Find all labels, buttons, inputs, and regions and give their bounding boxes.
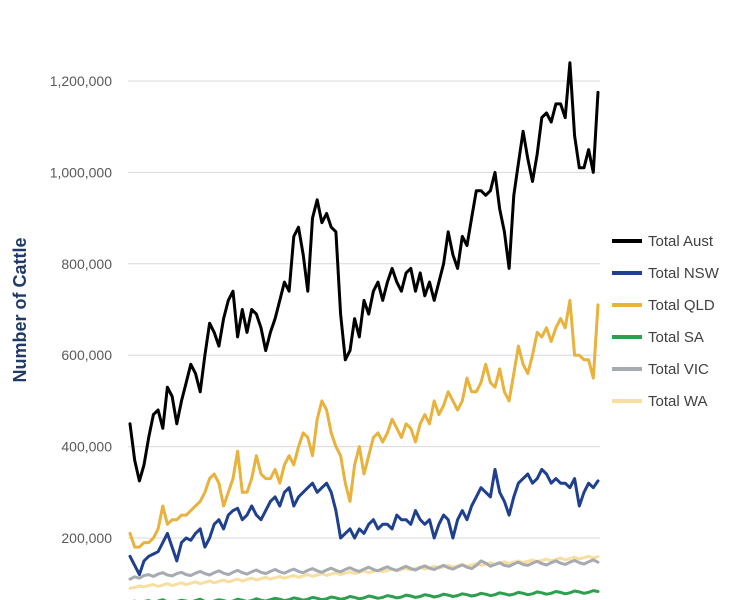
series-line-total-vic [128,558,600,581]
y-tick-label: 600,000 [61,347,112,363]
legend-label: Total Aust [648,233,714,250]
y-axis-ticks: 200,000 400,000 600,000 800,000 1,000,000 1,2… [50,73,113,546]
legend-label: Total QLD [648,297,715,314]
y-axis-title: Number of Cattle [10,237,30,382]
legend-label: Total VIC [648,361,709,378]
series-line-total-aust [128,61,600,483]
y-tick-label: 1,000,000 [50,164,112,180]
series-line-total-qld [128,298,600,549]
legend-label: Total SA [648,329,704,346]
y-tick-label: 800,000 [61,256,112,272]
legend-label: Total WA [648,393,707,410]
series-lines [128,61,600,600]
legend-label: Total NSW [648,265,720,282]
legend: Total Aust Total NSW Total QLD Total SA Tota… [612,233,720,410]
y-tick-label: 400,000 [61,439,112,455]
series-line-total-nsw [128,467,600,577]
series-line-total-sa [132,589,600,600]
y-tick-label: 1,200,000 [50,73,112,89]
gridlines [128,80,600,539]
y-tick-label: 200,000 [61,530,112,546]
